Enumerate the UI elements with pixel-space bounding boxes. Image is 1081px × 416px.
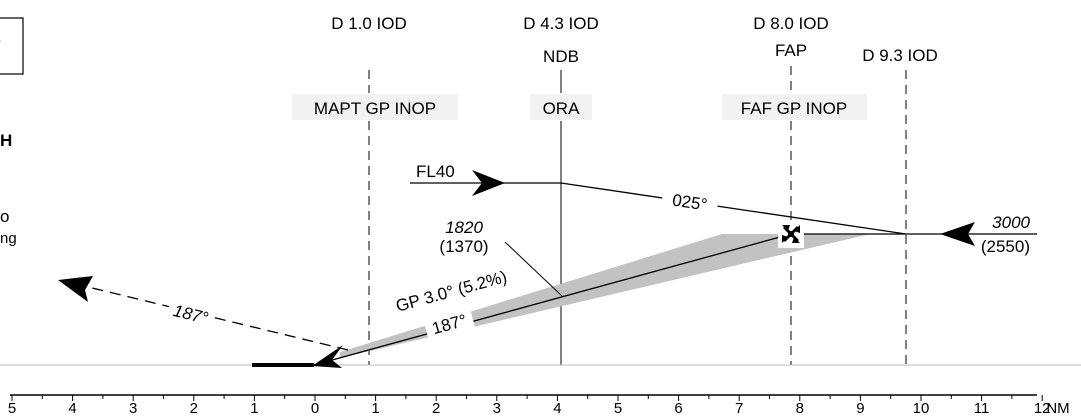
scale-tick-label: 4 bbox=[553, 400, 561, 416]
step-alt-height: (1370) bbox=[439, 237, 488, 256]
scale-tick-label: 1 bbox=[371, 400, 379, 416]
final-course: 187° bbox=[430, 311, 469, 339]
final-approach-line bbox=[313, 233, 792, 366]
scale-tick-label: 0 bbox=[311, 400, 319, 416]
scale-tick-label: 3 bbox=[493, 400, 501, 416]
scale-tick-label: 9 bbox=[856, 400, 864, 416]
fix-d1-dist: D 1.0 IOD bbox=[331, 14, 407, 33]
final-course-bg bbox=[422, 306, 476, 340]
scale-tick-label: 12 bbox=[1034, 400, 1051, 416]
fix-d43-label-bg bbox=[530, 94, 592, 120]
scale-tick-label: 7 bbox=[735, 400, 743, 416]
scale-tick-label: 2 bbox=[190, 400, 198, 416]
glidepath-label-bg bbox=[379, 259, 523, 321]
edge-label-o: o bbox=[0, 207, 9, 226]
missed-course-bg bbox=[166, 296, 216, 330]
scale-tick-label: 11 bbox=[974, 400, 990, 416]
initial-alt-height: (2550) bbox=[981, 237, 1030, 256]
fix-d43-label: ORA bbox=[543, 99, 581, 118]
outbound-course-bg bbox=[660, 186, 720, 216]
initial-arrowhead bbox=[940, 222, 975, 246]
fap-cross-icon bbox=[782, 225, 800, 243]
fix-d80-label: FAF GP INOP bbox=[741, 99, 847, 118]
fix-d80-dist: D 8.0 IOD bbox=[753, 14, 829, 33]
initial-alt: 3000 bbox=[992, 213, 1030, 232]
scale-unit: NM bbox=[1046, 400, 1069, 416]
outbound-line bbox=[560, 182, 907, 235]
fix-d43-name: NDB bbox=[543, 47, 579, 66]
fix-d1-label-bg bbox=[292, 94, 458, 120]
fl40-arrowhead bbox=[472, 170, 505, 196]
corner-box-mark: · bbox=[0, 32, 2, 49]
scale-tick-label: 10 bbox=[913, 400, 930, 416]
scale-tick-label: 3 bbox=[129, 400, 137, 416]
outbound-course: 025° bbox=[671, 191, 709, 215]
edge-label-text: ng bbox=[0, 230, 17, 247]
missed-approach-line bbox=[87, 286, 349, 351]
fix-d93-dist: D 9.3 IOD bbox=[862, 46, 938, 65]
final-arrowhead bbox=[312, 345, 343, 368]
fl40-label: FL40 bbox=[416, 162, 455, 181]
scale-tick-label: 2 bbox=[432, 400, 440, 416]
corner-box bbox=[0, 17, 24, 75]
step-alt-leader bbox=[504, 241, 563, 297]
fix-d43-dist: D 4.3 IOD bbox=[523, 14, 599, 33]
edge-label-bold: H bbox=[0, 131, 12, 150]
scale-tick-label: 5 bbox=[8, 400, 16, 416]
scale-tick-label: 4 bbox=[68, 400, 76, 416]
scale-tick-label: 8 bbox=[796, 400, 804, 416]
scale-tick-label: 6 bbox=[674, 400, 682, 416]
fix-d80-name: FAP bbox=[775, 41, 807, 60]
fix-d80-label-bg bbox=[722, 94, 867, 120]
scale-tick-label: 1 bbox=[250, 400, 258, 416]
missed-arrowhead bbox=[58, 276, 93, 302]
fix-d1-label: MAPT GP INOP bbox=[314, 99, 436, 118]
step-alt: 1820 bbox=[445, 218, 483, 237]
scale-tick-label: 5 bbox=[614, 400, 622, 416]
scale-ticks: 5 4 3 2 1 0 1 2 3 4 5 6 7 8 9 10 11 12 bbox=[8, 395, 1051, 416]
